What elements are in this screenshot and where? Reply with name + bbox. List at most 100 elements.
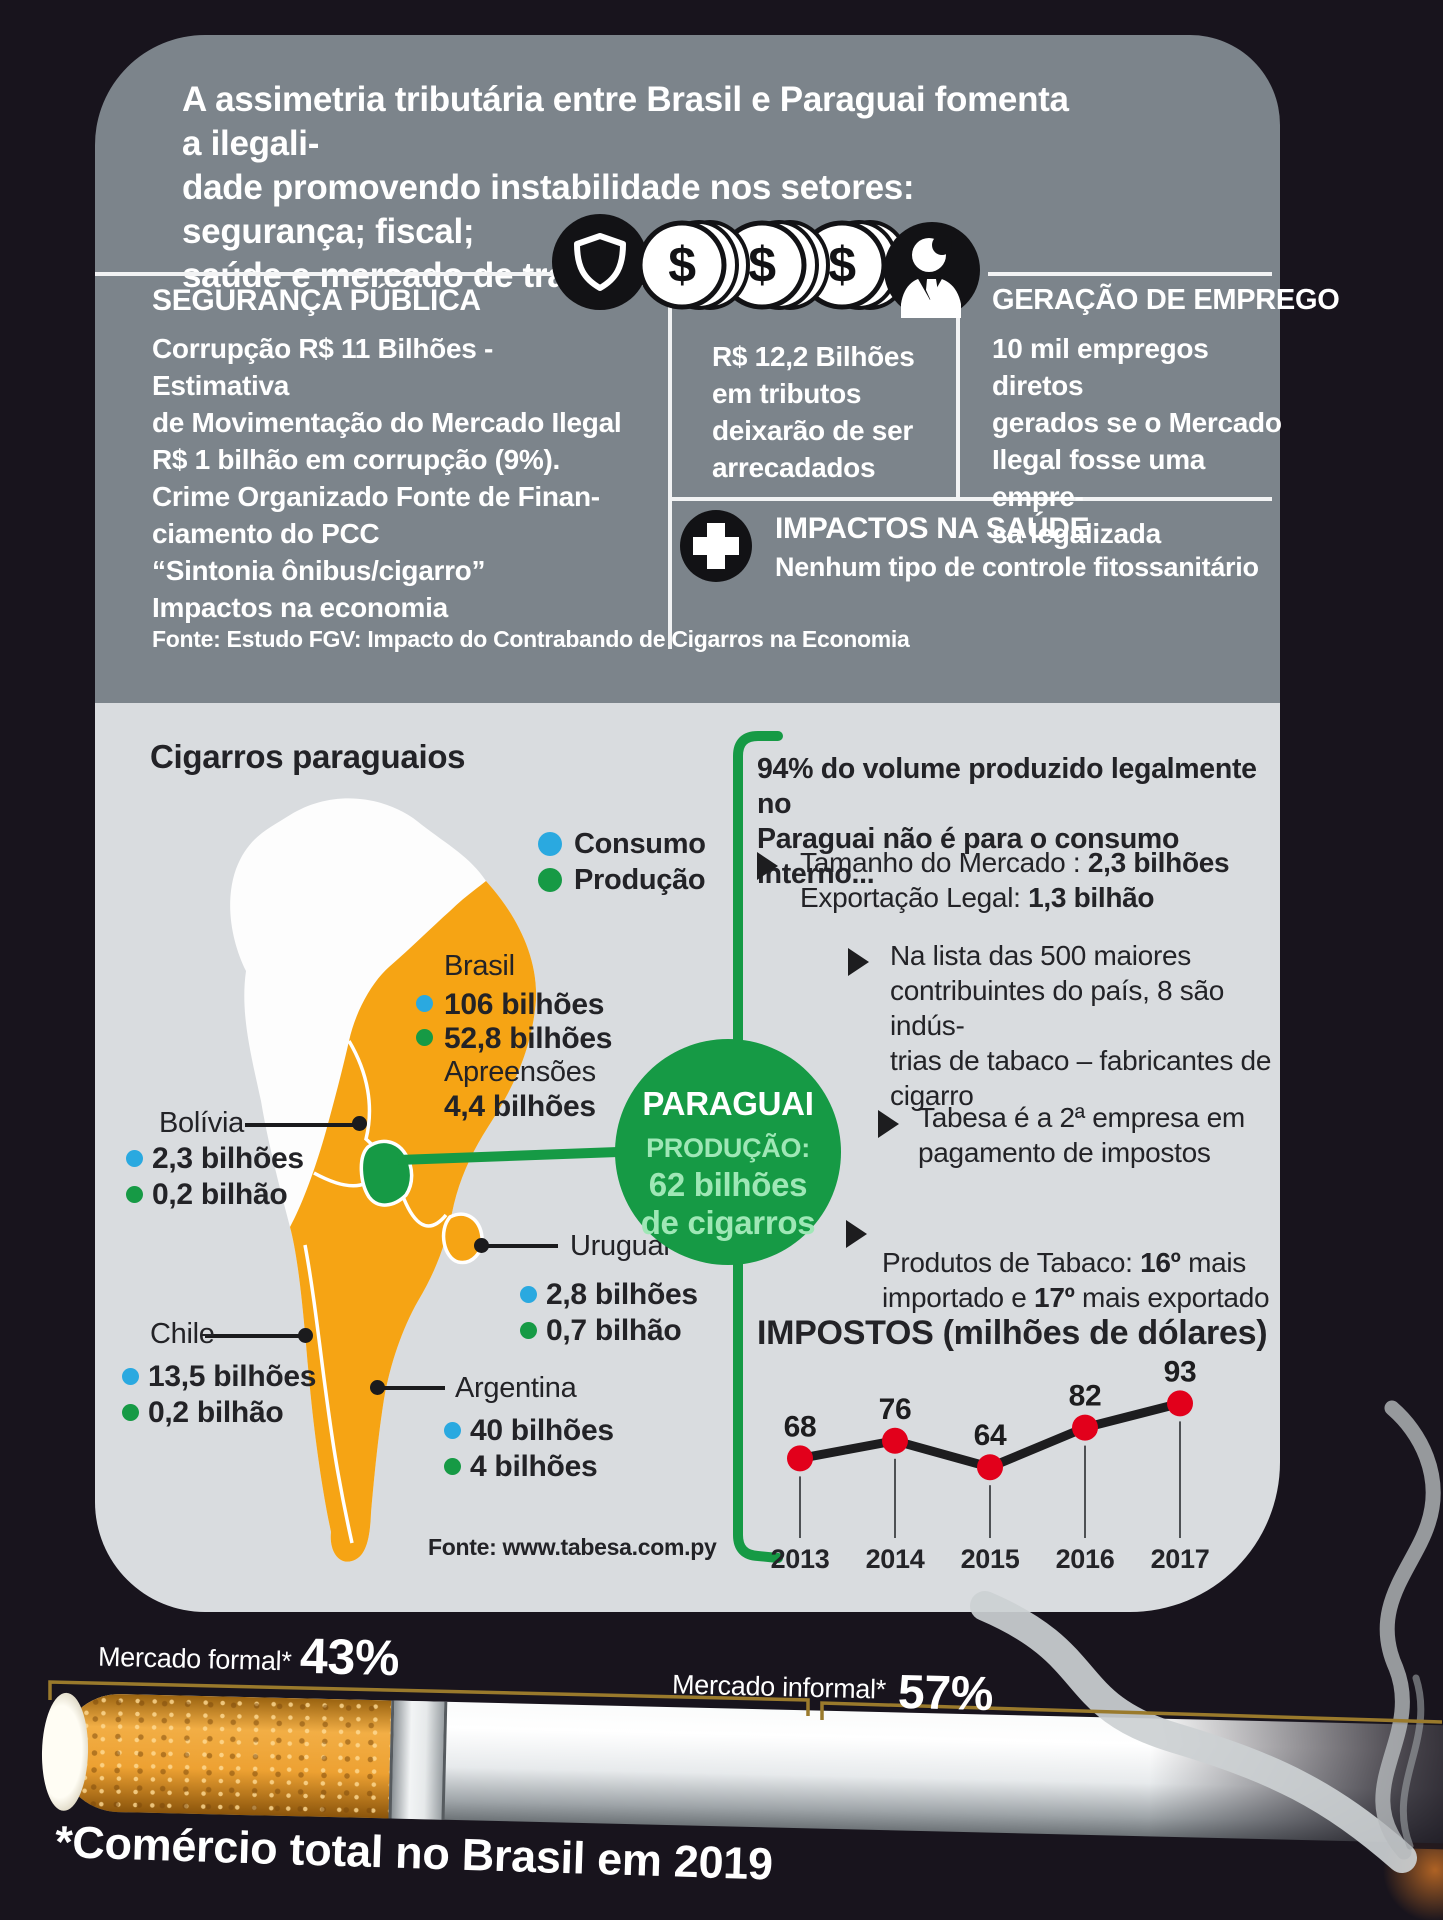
argentina-consumo-dot (444, 1422, 461, 1439)
legend-consumo-dot (538, 832, 562, 856)
right-intro: 94% do volume produzido legalmente no Pa… (757, 753, 1257, 890)
legend-producao-label: Produção (574, 864, 706, 896)
paraguai-circle-line1: PRODUÇÃO: (646, 1133, 810, 1163)
brasil-apreensoes: 4,4 bilhões (444, 1090, 596, 1123)
bullet1-line1: Tamanho do Mercado : 2,3 bilhões (800, 847, 1230, 878)
top-gray-panel (95, 35, 1280, 703)
chile-pointer-dot (298, 1328, 313, 1343)
svg-text:2013: 2013 (771, 1544, 830, 1574)
paraguai-circle: PARAGUAI PRODUÇÃO: 62 bilhões de cigarro… (615, 1039, 841, 1265)
bolivia-consumo-dot (126, 1150, 143, 1167)
argentina-pointer-dot (370, 1380, 385, 1395)
bolivia-producao: 0,2 bilhão (152, 1178, 288, 1211)
page-title: A assimetria tributária entre Brasil e P… (182, 80, 1069, 296)
emprego-title: GERAÇÃO DE EMPREGO (992, 284, 1340, 316)
bolivia-pointer-dot (352, 1116, 367, 1131)
chile-consumo-dot (122, 1368, 139, 1385)
bullet1-line2: Exportação Legal: 1,3 bilhão (800, 882, 1155, 913)
map-uruguay (441, 1212, 484, 1265)
svg-text:82: 82 (1069, 1380, 1102, 1413)
cigarette-fade (1148, 1714, 1443, 1851)
divider-col2-left (668, 272, 672, 649)
svg-text:$: $ (828, 237, 856, 293)
paraguai-circle-line2: 62 bilhões (648, 1166, 808, 1203)
brasil-producao: 52,8 bilhões (444, 1022, 613, 1055)
map-highlighted-countries (290, 881, 537, 1562)
uruguai-pointer-line (488, 1244, 558, 1248)
uruguai-consumo-dot (520, 1286, 537, 1303)
brasil-label: Brasil (444, 950, 515, 982)
bullet4-marker (846, 1220, 867, 1248)
legend-producao-dot (538, 868, 562, 892)
divider-saude-top (668, 497, 1272, 501)
coin-stack-1 (640, 220, 750, 310)
brasil-consumo: 106 bilhões (444, 988, 605, 1021)
formal-pct: 43% (299, 1627, 400, 1687)
cigarette-filter-ring (388, 1700, 448, 1820)
svg-text:68: 68 (784, 1410, 817, 1443)
divider-emprego-top (988, 272, 1272, 276)
cigarette-filter (58, 1692, 392, 1819)
uruguai-consumo: 2,8 bilhões (546, 1278, 698, 1311)
svg-text:93: 93 (1164, 1360, 1197, 1388)
paraguai-circle-line3: de cigarros (640, 1204, 816, 1241)
divider-col2-right (956, 272, 960, 501)
svg-text:2017: 2017 (1151, 1544, 1210, 1574)
brasil-consumo-dot (416, 995, 433, 1012)
fonte-fgv: Fonte: Estudo FGV: Impacto do Contraband… (152, 626, 910, 652)
saude-body: Nenhum tipo de controle fitossanitário (775, 552, 1259, 582)
informal-label: Mercado informal* (671, 1669, 887, 1705)
argentina-producao-dot (444, 1458, 461, 1475)
bolivia-pointer-line (245, 1123, 360, 1127)
chile-producao-dot (122, 1404, 139, 1421)
uruguai-producao-dot (520, 1322, 537, 1339)
bullet3-marker (878, 1110, 899, 1138)
svg-text:$: $ (748, 237, 776, 293)
argentina-pointer-line (383, 1386, 445, 1390)
map-title: Cigarros paraguaios (150, 738, 466, 775)
brasil-apreensoes-label: Apreensões (444, 1056, 596, 1088)
informal-pct: 57% (897, 1665, 994, 1722)
bullet4-text: Produtos de Tabaco: 16º mais importado e… (882, 1247, 1270, 1313)
bottom-note: *Comércio total no Brasil em 2019 (54, 1816, 774, 1890)
coins-icon: $ $ $ (640, 220, 902, 310)
health-cross-icon (680, 510, 752, 582)
impostos-chart-title: IMPOSTOS (milhões de dólares) (757, 1314, 1268, 1352)
brasil-producao-dot (416, 1029, 433, 1046)
shield-icon (552, 214, 648, 310)
bolivia-consumo: 2,3 bilhões (152, 1142, 304, 1175)
bullet1-text: Tamanho do Mercado : 2,3 bilhões Exporta… (800, 845, 1230, 915)
chile-label: Chile (150, 1318, 215, 1350)
divider-seguranca-top (95, 272, 556, 276)
map-paraguay (359, 1139, 414, 1207)
argentina-consumo: 40 bilhões (470, 1414, 614, 1447)
argentina-producao: 4 bilhões (470, 1450, 598, 1483)
bolivia-label: Bolívia (159, 1107, 244, 1139)
uruguai-pointer-dot (474, 1238, 489, 1253)
bullet1-marker (757, 852, 778, 880)
emprego-body: 10 mil empregos diretos gerados se o Mer… (992, 333, 1282, 549)
bullet3-text: Tabesa é a 2ª empresa em pagamento de im… (918, 1102, 1245, 1168)
chile-producao: 0,2 bilhão (148, 1396, 284, 1429)
formal-label: Mercado formal* (97, 1641, 292, 1677)
bullet2-marker (848, 948, 869, 976)
fonte-tabesa: Fonte: www.tabesa.com.py (428, 1534, 717, 1560)
svg-text:76: 76 (879, 1393, 912, 1426)
chile-consumo: 13,5 bilhões (148, 1360, 317, 1393)
svg-text:2016: 2016 (1056, 1544, 1115, 1574)
south-america-map (230, 798, 537, 1562)
worker-icon (884, 222, 980, 318)
tributos-body: R$ 12,2 Bilhões em tributos deixarão de … (712, 341, 915, 483)
seguranca-title: SEGURANÇA PÚBLICA (152, 284, 481, 317)
chile-pointer-line (205, 1334, 305, 1338)
legend-consumo-label: Consumo (574, 828, 706, 860)
svg-text:2014: 2014 (866, 1544, 925, 1574)
uruguai-producao: 0,7 bilhão (546, 1314, 682, 1347)
svg-text:64: 64 (974, 1419, 1007, 1452)
saude-title: IMPACTOS NA SAÚDE (775, 512, 1090, 545)
seguranca-body: Corrupção R$ 11 Bilhões - Estimativa de … (152, 333, 622, 623)
impostos-chart-svg: 68 76 64 82 93 2013 2014 2015 2016 2017 (771, 1360, 1210, 1574)
svg-text:$: $ (668, 237, 696, 293)
paraguai-circle-title: PARAGUAI (642, 1085, 814, 1122)
